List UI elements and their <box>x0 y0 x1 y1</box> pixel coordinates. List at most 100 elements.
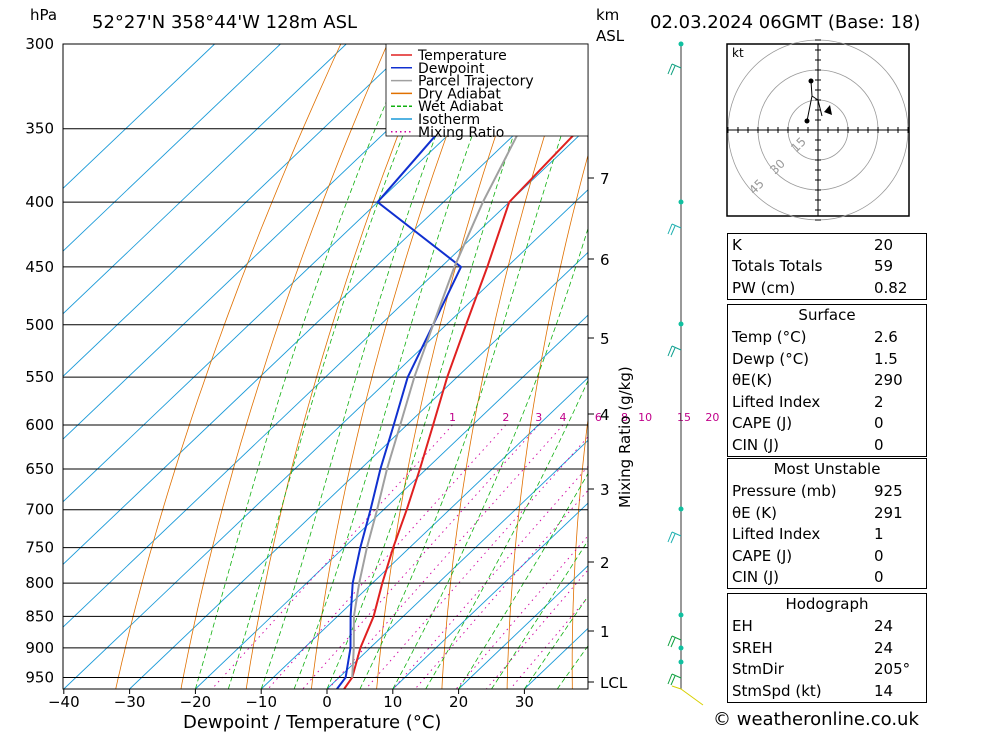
row-label: Dewp (°C) <box>732 349 810 368</box>
pressure-tick-label: 350 <box>25 120 54 138</box>
temp-tick-label: 10 <box>383 693 402 711</box>
isotherm-line <box>63 44 413 378</box>
dry-adiabat <box>376 44 528 689</box>
wind-barb-icon <box>667 223 682 236</box>
isotherm-line <box>63 126 588 628</box>
isotherm-line <box>63 44 347 315</box>
table-row: θE (K) 291 <box>728 502 926 524</box>
isotherm-line <box>326 439 588 689</box>
km-tick-label: 4 <box>600 406 610 424</box>
row-label: Pressure (mb) <box>732 482 837 501</box>
table-row: θE(K) 290 <box>728 370 926 392</box>
mixing-ratio-line <box>327 424 564 689</box>
isotherm-line <box>63 44 544 503</box>
row-value: 1.5 <box>874 349 898 368</box>
hodograph-unit: kt <box>732 46 744 60</box>
temp-tick-label: −20 <box>180 693 212 711</box>
mixing-ratio-line <box>267 424 507 689</box>
mixing-ratio-tick-label: 3 <box>535 411 542 424</box>
isotherm-line <box>63 44 479 440</box>
mixing-ratio-line <box>414 489 588 689</box>
table-row: StmDir 205° <box>728 659 926 681</box>
wind-profile <box>667 41 704 706</box>
pressure-tick-label: 850 <box>25 607 54 625</box>
row-value: 0 <box>874 568 884 587</box>
row-label: θE(K) <box>732 371 773 390</box>
wet-adiabat <box>491 539 588 689</box>
row-label: CAPE (J) <box>732 546 793 565</box>
pressure-tick-label: 900 <box>25 639 54 657</box>
row-value: 24 <box>874 617 894 636</box>
legend-label: Dry Adiabat <box>418 86 501 102</box>
dry-adiabat <box>506 153 588 689</box>
row-label: θE (K) <box>732 503 777 522</box>
row-value: 20 <box>874 235 894 254</box>
wet-adiabat <box>359 52 588 689</box>
legend-label: Temperature <box>417 48 507 64</box>
pressure-tick-label: 300 <box>25 35 54 53</box>
row-label: Temp (°C) <box>732 328 807 347</box>
wind-barb-icon <box>667 635 682 648</box>
mixing-ratio-tick-label: 15 <box>677 411 691 424</box>
mixing-ratio-tick-label: 6 <box>595 411 602 424</box>
wet-adiabat <box>227 44 440 689</box>
wet-adiabat <box>425 379 588 689</box>
table-row: PW (cm) 0.82 <box>728 277 926 299</box>
table-row: Lifted Index 1 <box>728 524 926 546</box>
wind-barb-icon <box>667 63 682 76</box>
km-tick-label: 2 <box>600 554 610 572</box>
wet-adiabat <box>260 44 472 689</box>
legend-label: Dewpoint <box>418 61 485 77</box>
wind-level-dot <box>678 612 684 618</box>
row-label: StmDir <box>732 660 784 679</box>
pressure-tick-label: 800 <box>25 574 54 592</box>
dry-adiabat <box>926 44 964 689</box>
mixing-ratio-label: Mixing Ratio (g/kg) <box>616 366 634 508</box>
row-value: 925 <box>874 482 903 501</box>
mixing-ratio-tick-label: 4 <box>560 411 567 424</box>
storm-motion-icon <box>824 105 832 115</box>
isotherm-line <box>195 314 588 689</box>
location-title: 52°27'N 358°44'W 128m ASL <box>92 12 357 33</box>
wind-level-dot <box>678 41 684 47</box>
table-row: EH 24 <box>728 616 926 638</box>
row-label: CAPE (J) <box>732 414 793 433</box>
hodograph-point <box>808 78 814 84</box>
mixing-ratio-tick-label: 1 <box>449 411 456 424</box>
wind-level-dot <box>678 321 684 327</box>
row-value: 2.6 <box>874 328 898 347</box>
row-label: Lifted Index <box>732 392 821 411</box>
hodograph-table: Hodograph EH 24 SREH 24 StmDir 205° StmSpd (kt)… <box>727 593 927 703</box>
row-value: 1 <box>874 525 884 544</box>
dry-adiabat <box>441 44 575 689</box>
temp-tick-label: −10 <box>245 693 277 711</box>
hpa-label: hPa <box>30 6 57 24</box>
row-label: CIN (J) <box>732 568 780 587</box>
isotherm-line <box>458 565 588 689</box>
row-value: 0.82 <box>874 278 908 297</box>
dewpoint-line <box>336 44 519 689</box>
wet-adiabat <box>524 595 588 689</box>
row-label: K <box>732 235 742 254</box>
temp-tick-label: −30 <box>114 693 146 711</box>
wind-barb-icon <box>667 345 682 358</box>
legend-label: Parcel Trajectory <box>418 74 534 90</box>
km-label: km <box>596 6 619 24</box>
pressure-tick-label: 500 <box>25 316 54 334</box>
mixing-ratio-line <box>302 424 540 689</box>
row-value: 14 <box>874 681 894 700</box>
km-tick-label: LCL <box>600 674 628 692</box>
row-label: StmSpd (kt) <box>732 681 822 700</box>
mixing-ratio-line <box>365 436 588 689</box>
temp-tick-label: −40 <box>48 693 80 711</box>
dry-adiabat <box>115 44 342 689</box>
hodograph-point <box>804 118 810 124</box>
legend-label: Mixing Ratio <box>418 125 504 141</box>
row-value: 0 <box>874 414 884 433</box>
wet-adiabat <box>392 227 588 689</box>
dry-adiabat <box>571 416 588 689</box>
profiles <box>336 44 588 689</box>
isotherm-line <box>260 377 588 689</box>
